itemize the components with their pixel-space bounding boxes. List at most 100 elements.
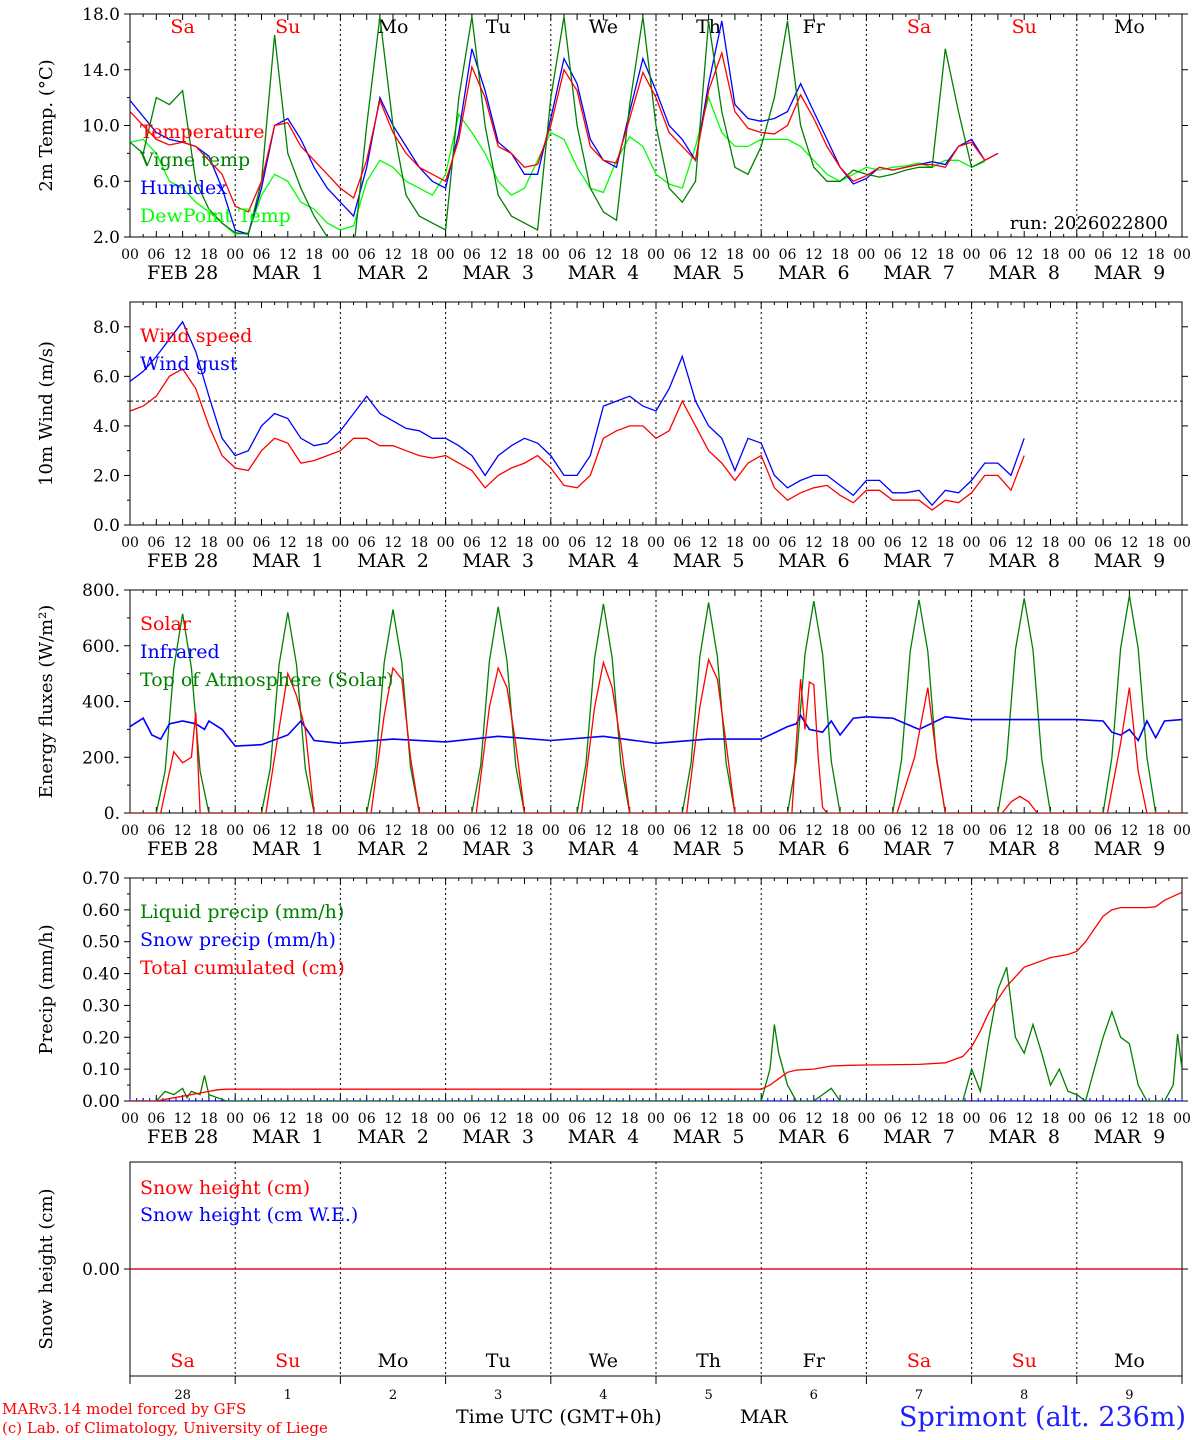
energy-hour-label: 00 xyxy=(542,823,560,839)
precip-hour-label: 18 xyxy=(410,1111,428,1127)
wind-hour-label: 12 xyxy=(279,535,297,551)
energy-hour-label: 18 xyxy=(305,823,323,839)
precip-hour-label: 12 xyxy=(594,1111,612,1127)
wind-hour-label: 06 xyxy=(358,535,376,551)
wind-hour-label: 12 xyxy=(700,535,718,551)
temp-hour-label: 06 xyxy=(253,247,271,263)
temp-hour-label: 06 xyxy=(1094,247,1112,263)
energy-date-label: MAR 5 xyxy=(673,838,745,860)
precip-hour-label: 18 xyxy=(936,1111,954,1127)
energy-hour-label: 00 xyxy=(752,823,770,839)
wind-hour-label: 00 xyxy=(437,535,455,551)
weekday-label: Su xyxy=(1012,16,1037,38)
temp-hour-label: 12 xyxy=(805,247,823,263)
snow-weekday-label: Mo xyxy=(1114,1350,1145,1372)
wind-ytick-label: 4.0 xyxy=(93,417,120,437)
temp-hour-label: 18 xyxy=(410,247,428,263)
energy-legend-item: Infrared xyxy=(140,641,220,663)
wind-hour-label: 12 xyxy=(1015,535,1033,551)
wind-hour-label: 18 xyxy=(305,535,323,551)
precip-hour-label: 18 xyxy=(516,1111,534,1127)
energy-hour-label: 06 xyxy=(253,823,271,839)
temp-hour-label: 18 xyxy=(621,247,639,263)
wind-hour-label: 00 xyxy=(1173,535,1191,551)
energy-hour-label: 12 xyxy=(279,823,297,839)
weekday-label: We xyxy=(589,16,618,38)
precip-hour-label: 06 xyxy=(779,1111,797,1127)
wind-hour-label: 18 xyxy=(726,535,744,551)
run-label: run: 2026022800 xyxy=(1010,213,1168,234)
snow-weekday-label: Mo xyxy=(378,1350,409,1372)
wind-hour-label: 12 xyxy=(805,535,823,551)
precip-legend-item: Total cumulated (cm) xyxy=(140,957,345,979)
month-label: MAR xyxy=(740,1406,788,1428)
precip-panel: 0.00 0.10 0.20 0.30 0.40 0.50 0.60 0.70 Precip (… xyxy=(36,869,1191,1148)
temp-hour-label: 18 xyxy=(200,247,218,263)
temp-date-label: MAR 5 xyxy=(673,262,745,284)
time-axis-label: Time UTC (GMT+0h) xyxy=(456,1406,662,1428)
wind-hour-label: 06 xyxy=(463,535,481,551)
temp-hour-label: 18 xyxy=(936,247,954,263)
wind-hour-label: 12 xyxy=(489,535,507,551)
precip-hour-label: 06 xyxy=(463,1111,481,1127)
wind-hour-label: 12 xyxy=(1120,535,1138,551)
credit-model: MARv3.14 model forced by GFS xyxy=(2,1400,247,1418)
wind-hour-label: 12 xyxy=(174,535,192,551)
energy-hour-label: 18 xyxy=(621,823,639,839)
snow-weekday-label: Su xyxy=(275,1350,300,1372)
energy-date-label: MAR 9 xyxy=(1094,838,1166,860)
wind-hour-label: 06 xyxy=(568,535,586,551)
snow-ylabel: Snow height (cm) xyxy=(36,1188,57,1349)
precip-date-label: FEB 28 xyxy=(147,1126,218,1148)
energy-ytick-label: 200. xyxy=(82,748,120,768)
precip-hour-label: 00 xyxy=(331,1111,349,1127)
precip-legend-item: Snow precip (mm/h) xyxy=(140,929,336,951)
energy-hour-label: 18 xyxy=(516,823,534,839)
temp-date-label: MAR 2 xyxy=(357,262,429,284)
wind-date-label: MAR 8 xyxy=(988,550,1060,572)
weekday-label: Mo xyxy=(378,16,409,38)
snow-ytick-label: 0.00 xyxy=(82,1260,120,1280)
temp-date-label: MAR 7 xyxy=(883,262,955,284)
energy-hour-label: 18 xyxy=(1147,823,1165,839)
wind-hour-label: 06 xyxy=(673,535,691,551)
energy-date-label: MAR 2 xyxy=(357,838,429,860)
wind-hour-label: 18 xyxy=(936,535,954,551)
energy-hour-label: 12 xyxy=(384,823,402,839)
precip-hour-label: 12 xyxy=(1120,1111,1138,1127)
day-number-label: 2 xyxy=(389,1388,397,1403)
energy-hour-label: 06 xyxy=(989,823,1007,839)
precip-ytick-label: 0.60 xyxy=(82,901,120,921)
temp-ytick-label: 6.0 xyxy=(93,172,120,192)
temp-date-label: MAR 8 xyxy=(988,262,1060,284)
precip-hour-label: 12 xyxy=(910,1111,928,1127)
wind-ytick-label: 6.0 xyxy=(93,367,120,387)
energy-hour-label: 18 xyxy=(1042,823,1060,839)
energy-date-label: MAR 4 xyxy=(568,838,640,860)
temp-hour-label: 12 xyxy=(594,247,612,263)
precip-date-label: MAR 7 xyxy=(883,1126,955,1148)
weekday-label: Fr xyxy=(803,16,826,38)
precip-date-label: MAR 9 xyxy=(1094,1126,1166,1148)
wind-hour-label: 12 xyxy=(594,535,612,551)
energy-series-solar xyxy=(130,657,1182,813)
day-number-label: 1 xyxy=(284,1388,292,1403)
wind-date-label: MAR 7 xyxy=(883,550,955,572)
temp-hour-label: 06 xyxy=(673,247,691,263)
energy-ytick-label: 600. xyxy=(82,637,120,657)
precip-ytick-label: 0.30 xyxy=(82,996,120,1016)
weekday-label: Mo xyxy=(1114,16,1145,38)
temp-hour-label: 06 xyxy=(989,247,1007,263)
wind-hour-label: 18 xyxy=(410,535,428,551)
day-number-label: 3 xyxy=(494,1388,502,1403)
temp-panel: 2.0 6.0 10.0 14.0 18.0 2m Temp. (°C) 00 06 12 18 0… xyxy=(36,5,1191,284)
precip-hour-label: 00 xyxy=(226,1111,244,1127)
temp-hour-label: 06 xyxy=(884,247,902,263)
temp-hour-label: 00 xyxy=(647,247,665,263)
temp-legend-item: DewPoint Temp xyxy=(140,205,291,227)
temp-ylabel: 2m Temp. (°C) xyxy=(36,59,57,191)
precip-hour-label: 00 xyxy=(542,1111,560,1127)
energy-hour-label: 18 xyxy=(831,823,849,839)
temp-ytick-label: 10.0 xyxy=(82,117,120,137)
temp-hour-label: 00 xyxy=(542,247,560,263)
